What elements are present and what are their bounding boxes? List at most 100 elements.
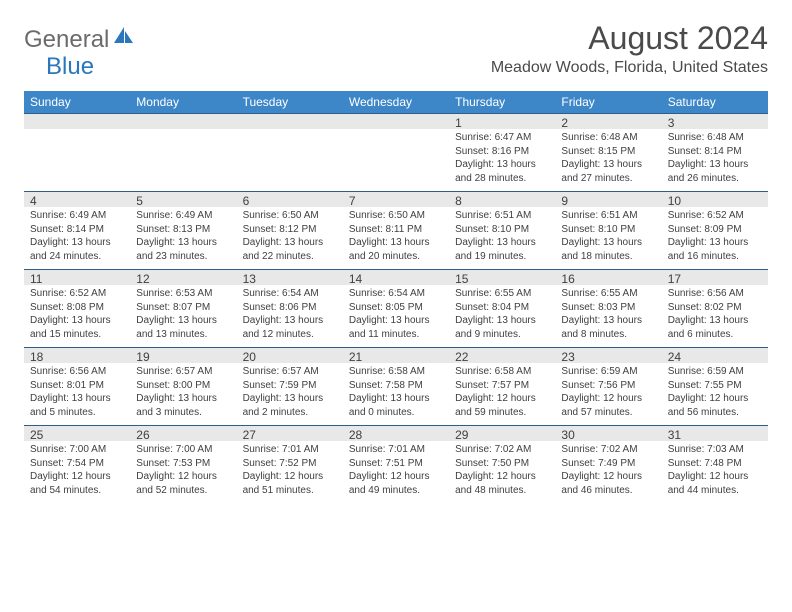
day-body: Sunrise: 6:54 AMSunset: 8:05 PMDaylight:… <box>343 285 449 347</box>
day-cell: 3Sunrise: 6:48 AMSunset: 8:14 PMDaylight… <box>662 113 768 191</box>
sunset-text: Sunset: 8:02 PM <box>668 301 762 315</box>
sunset-text: Sunset: 8:12 PM <box>243 223 337 237</box>
daylight-text: Daylight: 12 hours and 52 minutes. <box>136 470 230 497</box>
dayname-sunday: Sunday <box>24 91 130 113</box>
sunrise-text: Sunrise: 6:56 AM <box>30 365 124 379</box>
day-number: 15 <box>449 269 555 285</box>
sunrise-text: Sunrise: 6:55 AM <box>455 287 549 301</box>
week-row: 11Sunrise: 6:52 AMSunset: 8:08 PMDayligh… <box>24 269 768 347</box>
day-cell: 10Sunrise: 6:52 AMSunset: 8:09 PMDayligh… <box>662 191 768 269</box>
day-number: 23 <box>555 347 661 363</box>
daylight-text: Daylight: 13 hours and 26 minutes. <box>668 158 762 185</box>
brand-logo: General <box>24 26 137 54</box>
sunrise-text: Sunrise: 7:02 AM <box>561 443 655 457</box>
day-number: 24 <box>662 347 768 363</box>
day-body: Sunrise: 7:00 AMSunset: 7:53 PMDaylight:… <box>130 441 236 503</box>
sunset-text: Sunset: 8:07 PM <box>136 301 230 315</box>
sunset-text: Sunset: 7:56 PM <box>561 379 655 393</box>
day-number: 11 <box>24 269 130 285</box>
day-number: 2 <box>555 113 661 129</box>
day-body: Sunrise: 6:49 AMSunset: 8:14 PMDaylight:… <box>24 207 130 269</box>
day-cell: 13Sunrise: 6:54 AMSunset: 8:06 PMDayligh… <box>237 269 343 347</box>
day-cell: 2Sunrise: 6:48 AMSunset: 8:15 PMDaylight… <box>555 113 661 191</box>
sunset-text: Sunset: 8:06 PM <box>243 301 337 315</box>
week-row: 4Sunrise: 6:49 AMSunset: 8:14 PMDaylight… <box>24 191 768 269</box>
day-number: 3 <box>662 113 768 129</box>
day-number: 19 <box>130 347 236 363</box>
calendar-table: SundayMondayTuesdayWednesdayThursdayFrid… <box>24 91 768 503</box>
dayname-saturday: Saturday <box>662 91 768 113</box>
sunset-text: Sunset: 8:04 PM <box>455 301 549 315</box>
day-body: Sunrise: 7:01 AMSunset: 7:52 PMDaylight:… <box>237 441 343 503</box>
sunset-text: Sunset: 8:05 PM <box>349 301 443 315</box>
day-cell: 29Sunrise: 7:02 AMSunset: 7:50 PMDayligh… <box>449 425 555 503</box>
sunset-text: Sunset: 7:49 PM <box>561 457 655 471</box>
day-body: Sunrise: 6:50 AMSunset: 8:11 PMDaylight:… <box>343 207 449 269</box>
daylight-text: Daylight: 13 hours and 9 minutes. <box>455 314 549 341</box>
day-cell: 1Sunrise: 6:47 AMSunset: 8:16 PMDaylight… <box>449 113 555 191</box>
sunrise-text: Sunrise: 7:03 AM <box>668 443 762 457</box>
day-body: Sunrise: 7:01 AMSunset: 7:51 PMDaylight:… <box>343 441 449 503</box>
daylight-text: Daylight: 13 hours and 13 minutes. <box>136 314 230 341</box>
dayname-tuesday: Tuesday <box>237 91 343 113</box>
day-cell: 30Sunrise: 7:02 AMSunset: 7:49 PMDayligh… <box>555 425 661 503</box>
sunrise-text: Sunrise: 6:58 AM <box>349 365 443 379</box>
sunset-text: Sunset: 8:11 PM <box>349 223 443 237</box>
day-number <box>343 113 449 129</box>
day-body: Sunrise: 6:48 AMSunset: 8:14 PMDaylight:… <box>662 129 768 191</box>
sunset-text: Sunset: 7:53 PM <box>136 457 230 471</box>
sunrise-text: Sunrise: 6:59 AM <box>668 365 762 379</box>
day-cell: 9Sunrise: 6:51 AMSunset: 8:10 PMDaylight… <box>555 191 661 269</box>
day-body: Sunrise: 6:54 AMSunset: 8:06 PMDaylight:… <box>237 285 343 347</box>
sunset-text: Sunset: 8:01 PM <box>30 379 124 393</box>
daylight-text: Daylight: 13 hours and 23 minutes. <box>136 236 230 263</box>
day-number: 25 <box>24 425 130 441</box>
day-body <box>130 129 236 187</box>
daylight-text: Daylight: 13 hours and 18 minutes. <box>561 236 655 263</box>
day-number: 7 <box>343 191 449 207</box>
daylight-text: Daylight: 13 hours and 5 minutes. <box>30 392 124 419</box>
day-body <box>237 129 343 187</box>
daylight-text: Daylight: 13 hours and 12 minutes. <box>243 314 337 341</box>
day-body <box>343 129 449 187</box>
day-body: Sunrise: 6:50 AMSunset: 8:12 PMDaylight:… <box>237 207 343 269</box>
day-number <box>130 113 236 129</box>
sunrise-text: Sunrise: 6:56 AM <box>668 287 762 301</box>
day-cell: 18Sunrise: 6:56 AMSunset: 8:01 PMDayligh… <box>24 347 130 425</box>
sunrise-text: Sunrise: 6:55 AM <box>561 287 655 301</box>
day-body: Sunrise: 6:51 AMSunset: 8:10 PMDaylight:… <box>555 207 661 269</box>
sunset-text: Sunset: 8:10 PM <box>561 223 655 237</box>
day-cell: 6Sunrise: 6:50 AMSunset: 8:12 PMDaylight… <box>237 191 343 269</box>
daylight-text: Daylight: 13 hours and 24 minutes. <box>30 236 124 263</box>
day-number: 8 <box>449 191 555 207</box>
day-number: 4 <box>24 191 130 207</box>
dayname-wednesday: Wednesday <box>343 91 449 113</box>
sunrise-text: Sunrise: 6:50 AM <box>349 209 443 223</box>
sunrise-text: Sunrise: 6:49 AM <box>136 209 230 223</box>
day-cell: 31Sunrise: 7:03 AMSunset: 7:48 PMDayligh… <box>662 425 768 503</box>
sunrise-text: Sunrise: 6:53 AM <box>136 287 230 301</box>
day-cell: 17Sunrise: 6:56 AMSunset: 8:02 PMDayligh… <box>662 269 768 347</box>
day-body <box>24 129 130 187</box>
day-cell: 23Sunrise: 6:59 AMSunset: 7:56 PMDayligh… <box>555 347 661 425</box>
calendar-page: General August 2024 Meadow Woods, Florid… <box>0 0 792 519</box>
day-body: Sunrise: 6:58 AMSunset: 7:58 PMDaylight:… <box>343 363 449 425</box>
sunset-text: Sunset: 8:10 PM <box>455 223 549 237</box>
daylight-text: Daylight: 12 hours and 51 minutes. <box>243 470 337 497</box>
day-body: Sunrise: 7:02 AMSunset: 7:50 PMDaylight:… <box>449 441 555 503</box>
daylight-text: Daylight: 13 hours and 19 minutes. <box>455 236 549 263</box>
day-body: Sunrise: 6:57 AMSunset: 8:00 PMDaylight:… <box>130 363 236 425</box>
daylight-text: Daylight: 13 hours and 11 minutes. <box>349 314 443 341</box>
sunrise-text: Sunrise: 6:51 AM <box>561 209 655 223</box>
day-cell: 16Sunrise: 6:55 AMSunset: 8:03 PMDayligh… <box>555 269 661 347</box>
logo-sail-icon <box>113 25 135 50</box>
sunset-text: Sunset: 8:09 PM <box>668 223 762 237</box>
daylight-text: Daylight: 12 hours and 49 minutes. <box>349 470 443 497</box>
week-row: 25Sunrise: 7:00 AMSunset: 7:54 PMDayligh… <box>24 425 768 503</box>
day-cell: 4Sunrise: 6:49 AMSunset: 8:14 PMDaylight… <box>24 191 130 269</box>
day-body: Sunrise: 6:49 AMSunset: 8:13 PMDaylight:… <box>130 207 236 269</box>
day-cell: 15 Sunrise: 6:55 AMSunset: 8:04 PMDayligh… <box>449 269 555 347</box>
day-cell: 20Sunrise: 6:57 AMSunset: 7:59 PMDayligh… <box>237 347 343 425</box>
week-row: 1Sunrise: 6:47 AMSunset: 8:16 PMDaylight… <box>24 113 768 191</box>
sunrise-text: Sunrise: 7:01 AM <box>243 443 337 457</box>
